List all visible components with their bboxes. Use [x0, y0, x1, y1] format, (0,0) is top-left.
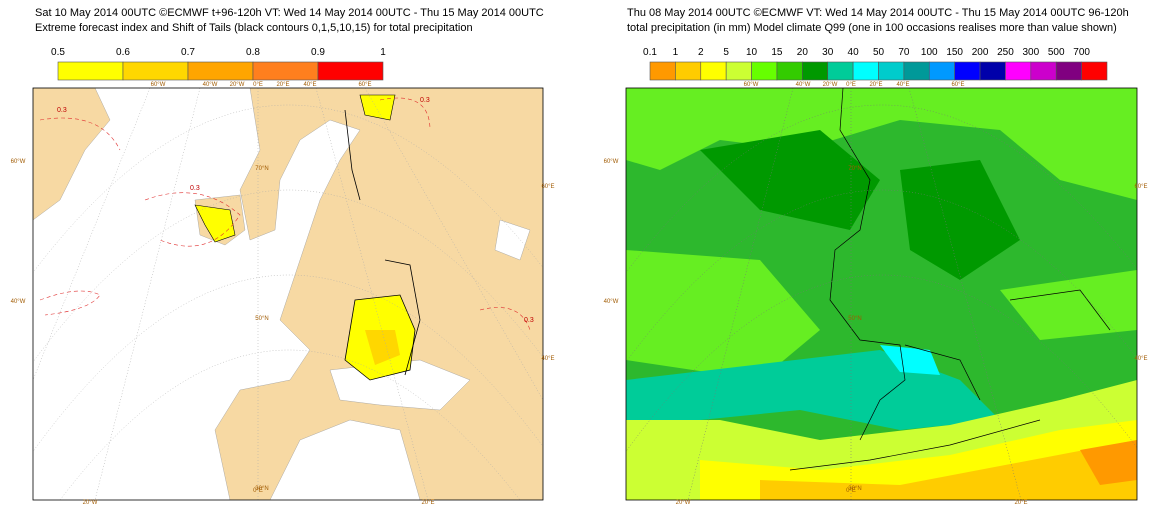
legend-label: 0.1 — [643, 47, 657, 58]
graticule-label: 0°E — [253, 488, 263, 494]
legend-swatch — [1030, 61, 1057, 81]
legend-label: 40 — [848, 47, 860, 58]
graticule-label: 40°W — [203, 82, 218, 88]
legend-label: 0.9 — [311, 47, 325, 58]
legend-swatch — [751, 61, 778, 81]
legend-label: 70 — [898, 47, 910, 58]
legend-label: 15 — [771, 47, 783, 58]
graticule-label: 0°E — [846, 488, 856, 494]
graticule-label: 70°N — [255, 166, 268, 172]
legend-label: 30 — [822, 47, 834, 58]
legend-label: 10 — [746, 47, 758, 58]
legend-label: 250 — [997, 47, 1014, 58]
legend-swatch — [725, 61, 752, 81]
graticule-label: 40°W — [11, 299, 26, 305]
legend-label: 50 — [873, 47, 885, 58]
legend-swatch — [852, 61, 879, 81]
graticule-label: 30°N — [255, 486, 268, 492]
legend-swatch — [1005, 61, 1032, 81]
contour-label: 0.3 — [57, 107, 67, 114]
legend-label: 200 — [972, 47, 989, 58]
graticule-label: 30°N — [848, 486, 861, 492]
graticule-label: 20°W — [676, 500, 691, 506]
legend-label: 700 — [1073, 47, 1090, 58]
graticule-label: 60°W — [604, 159, 619, 165]
graticule-label: 40°E — [896, 82, 909, 88]
graticule-label: 20°E — [869, 82, 882, 88]
legend-label: 2 — [698, 47, 704, 58]
graticule-label: 60°E — [951, 82, 964, 88]
graticule-label: 50°N — [848, 316, 861, 322]
legend-swatch — [954, 61, 981, 81]
graticule-label: 60°E — [358, 82, 371, 88]
legend-swatch — [979, 61, 1006, 81]
left-map — [33, 88, 543, 500]
legend-label: 500 — [1048, 47, 1065, 58]
graticule-label: 0°E — [846, 82, 856, 88]
graticule-label: 40°W — [796, 82, 811, 88]
graticule-label: 40°E — [303, 82, 316, 88]
graticule-label: 20°E — [421, 500, 434, 506]
legend-swatch — [802, 61, 829, 81]
graticule-label: 20°W — [230, 82, 245, 88]
legend-swatch — [649, 61, 676, 81]
graticule-label: 20°E — [276, 82, 289, 88]
graticule-label: 60°E — [1134, 184, 1147, 190]
left-frame — [32, 87, 544, 501]
legend-swatch — [317, 61, 384, 81]
legend-label: 0.8 — [246, 47, 260, 58]
graticule-label: 0°E — [253, 82, 263, 88]
legend-swatch — [252, 61, 319, 81]
legend-swatch — [776, 61, 803, 81]
legend-label: 5 — [723, 47, 729, 58]
right-subtitle: total precipitation (in mm) Model climat… — [627, 22, 1117, 34]
contour-label: 0.3 — [420, 97, 430, 104]
legend-label: 0.7 — [181, 47, 195, 58]
graticule-label: 60°W — [151, 82, 166, 88]
right-map — [626, 88, 1137, 500]
legend-swatch — [57, 61, 124, 81]
graticule-label: 40°W — [604, 299, 619, 305]
graticule-label: 60°W — [11, 159, 26, 165]
legend-label: 0.6 — [116, 47, 130, 58]
legend-swatch — [878, 61, 905, 81]
legend-swatch — [187, 61, 254, 81]
legend-swatch — [1081, 61, 1108, 81]
graticule-label: 20°W — [83, 500, 98, 506]
legend-swatch — [675, 61, 702, 81]
legend-label: 100 — [921, 47, 938, 58]
right-frame — [625, 87, 1138, 501]
legend-label: 0.5 — [51, 47, 65, 58]
legend-swatch — [122, 61, 189, 81]
graticule-label: 20°W — [823, 82, 838, 88]
legend-swatch — [928, 61, 955, 81]
graticule-label: 70°N — [848, 166, 861, 172]
contour-label: 0.3 — [190, 185, 200, 192]
graticule-label: 60°W — [744, 82, 759, 88]
contour-label: 0.3 — [524, 317, 534, 324]
legend-label: 150 — [946, 47, 963, 58]
legend-swatch — [903, 61, 930, 81]
right-title: Thu 08 May 2014 00UTC ©ECMWF VT: Wed 14 … — [627, 7, 1129, 19]
legend-swatch — [700, 61, 727, 81]
graticule-label: 60°E — [541, 184, 554, 190]
left-title: Sat 10 May 2014 00UTC ©ECMWF t+96-120h V… — [35, 7, 544, 19]
legend-label: 1 — [673, 47, 679, 58]
legend-label: 1 — [380, 47, 386, 58]
graticule-label: 50°N — [255, 316, 268, 322]
legend-swatch — [1055, 61, 1082, 81]
legend-label: 300 — [1022, 47, 1039, 58]
graticule-label: 20°E — [1014, 500, 1027, 506]
legend-swatch — [827, 61, 854, 81]
graticule-label: 40°E — [1134, 356, 1147, 362]
graticule-label: 40°E — [541, 356, 554, 362]
legend-label: 20 — [797, 47, 809, 58]
left-subtitle: Extreme forecast index and Shift of Tail… — [35, 22, 473, 34]
